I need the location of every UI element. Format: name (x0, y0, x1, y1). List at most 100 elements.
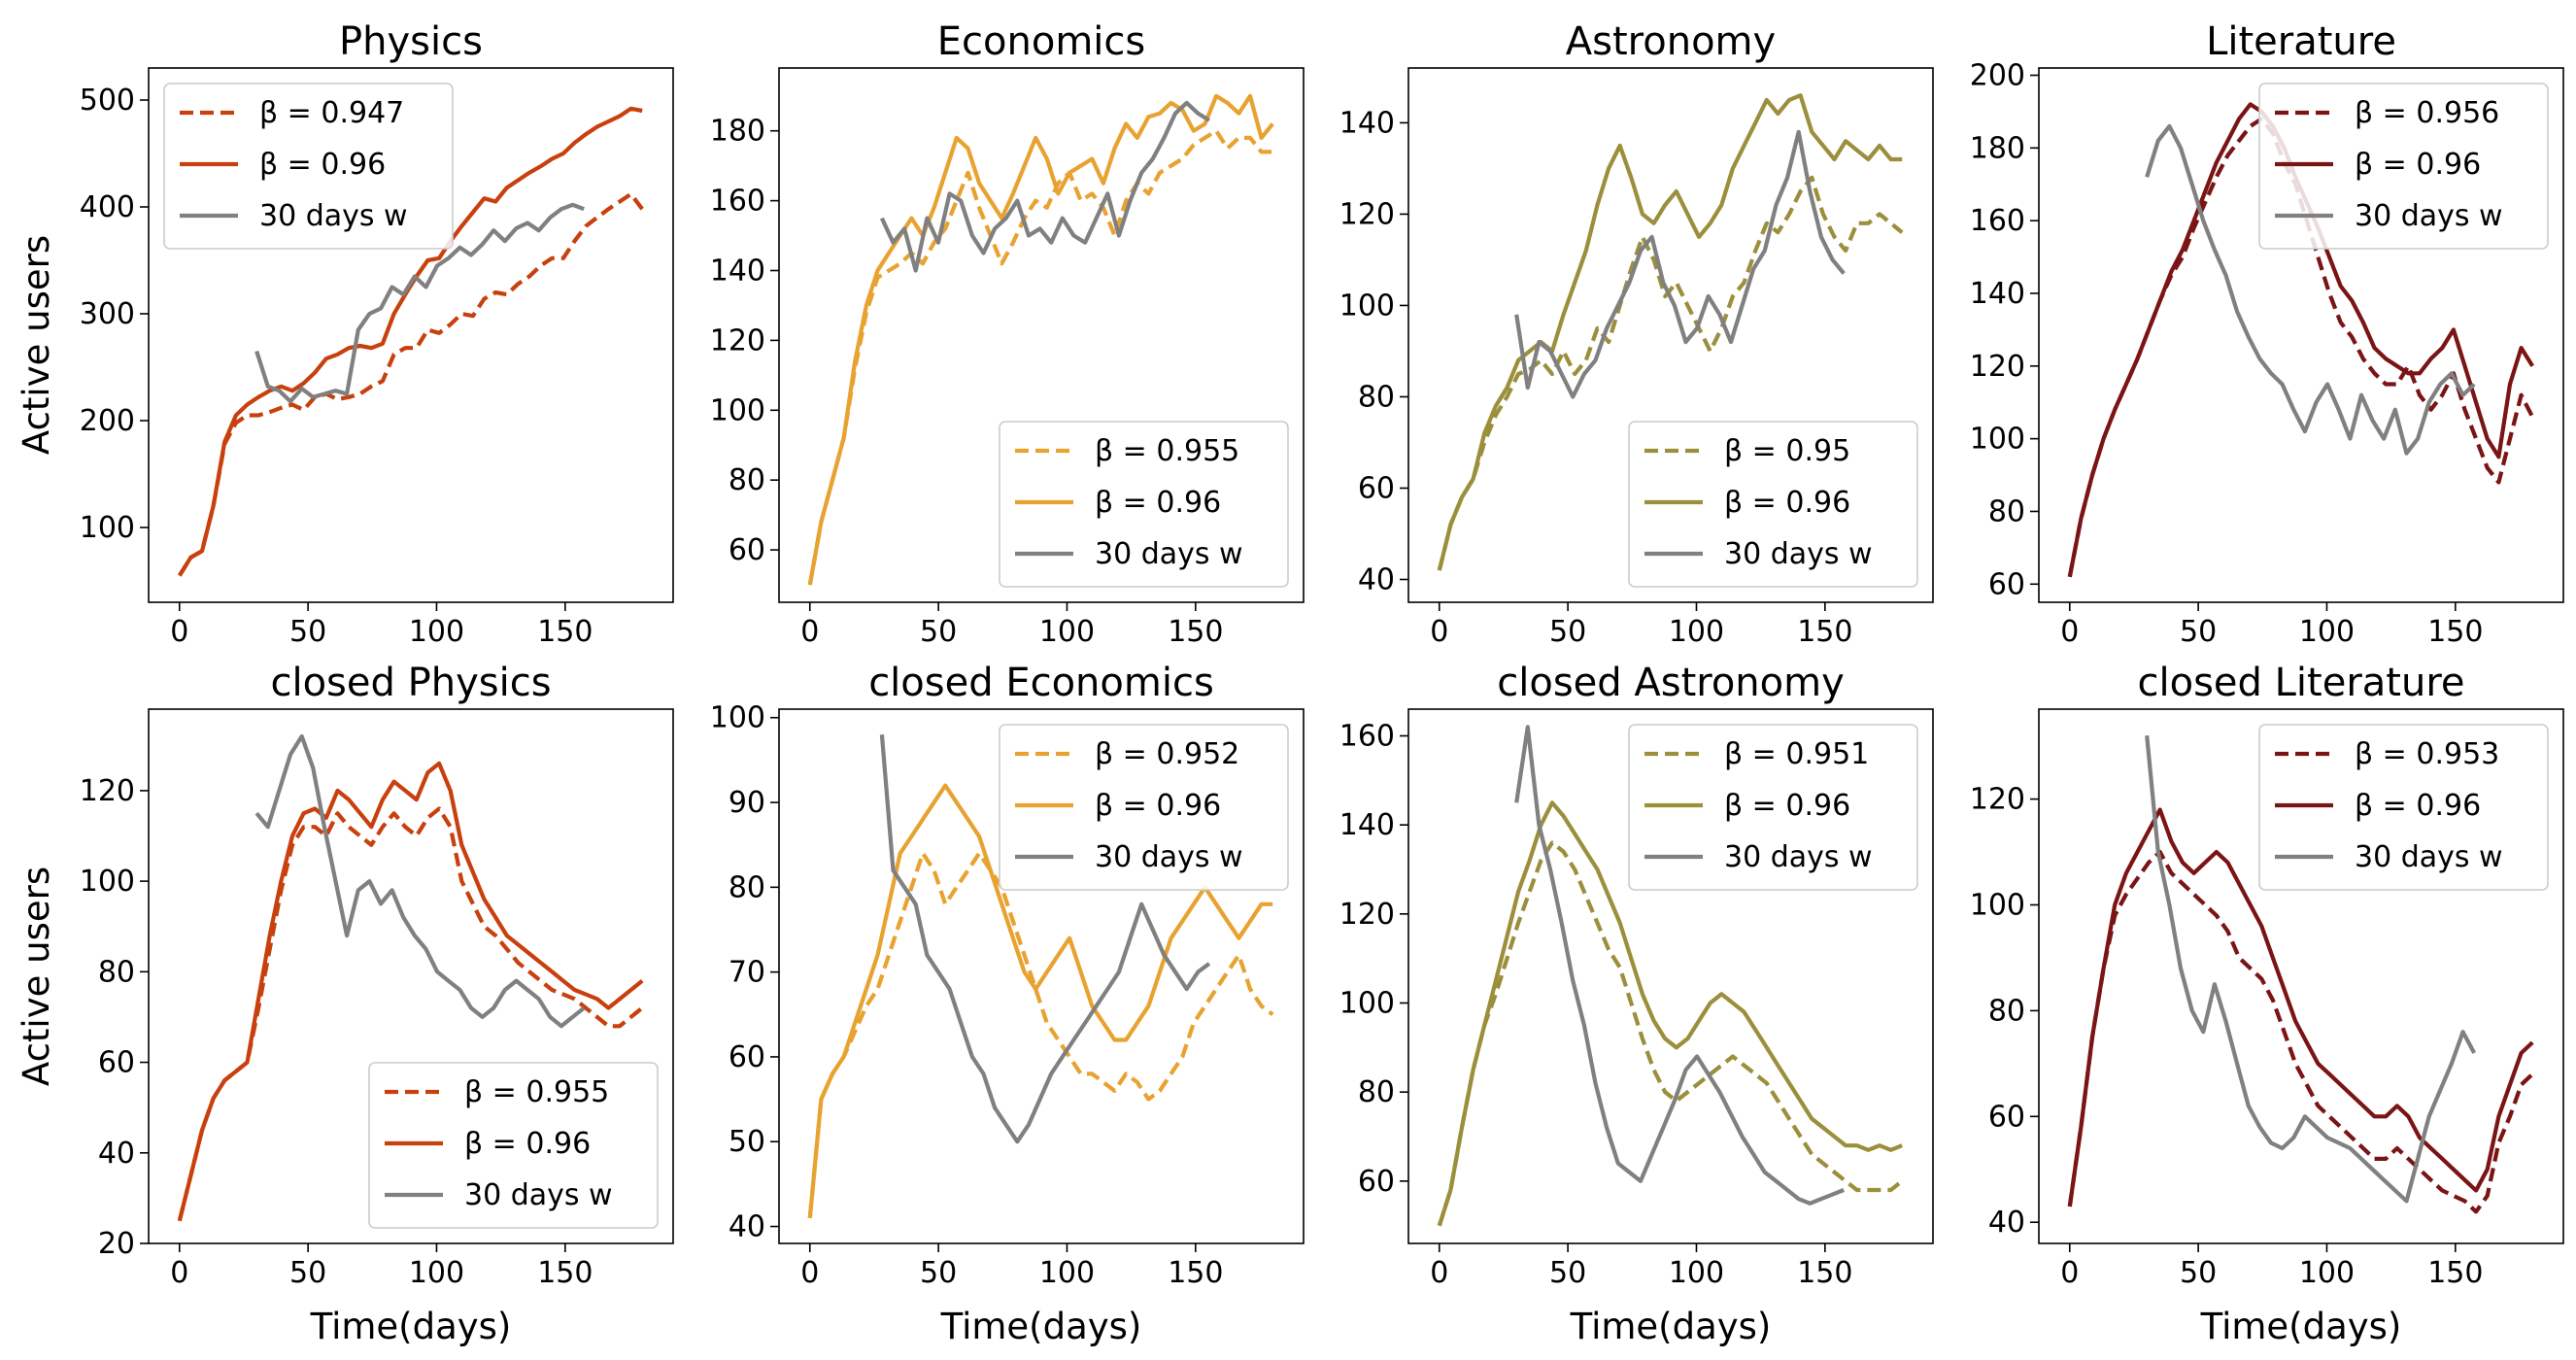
legend-label: β = 0.96 (259, 148, 386, 182)
x-tick-label: 100 (1669, 1256, 1724, 1290)
panel-literature: Literature 0 50 100 150 60 80 100 120 140 160 180 20… (1970, 19, 2564, 649)
y-tick-label: 80 (729, 870, 765, 904)
panel-title: Astronomy (1566, 19, 1776, 64)
panel-title: closed Astronomy (1497, 661, 1845, 705)
x-tick-label: 50 (920, 1256, 957, 1290)
legend-label: 30 days w (2355, 199, 2503, 233)
x-tick-label: 150 (1168, 615, 1223, 649)
legend-label: 30 days w (1095, 537, 1243, 571)
legend-label: β = 0.952 (1095, 737, 1239, 771)
legend-label: β = 0.956 (2355, 96, 2499, 130)
y-tick-label: 120 (1970, 783, 2025, 817)
x-tick-label: 100 (409, 1256, 464, 1290)
legend: β = 0.953 β = 0.96 30 days w (2258, 724, 2549, 891)
x-tick-label: 50 (289, 1256, 326, 1290)
plot-area (807, 93, 1274, 586)
legend-label: β = 0.953 (2355, 737, 2499, 771)
series-line-window (879, 734, 1211, 1144)
legend: β = 0.952 β = 0.96 30 days w (999, 724, 1289, 891)
panel-title: Economics (937, 19, 1145, 64)
y-tick-label: 100 (1970, 888, 2025, 922)
y-tick-label: 120 (1339, 898, 1395, 932)
legend-label: 30 days w (1095, 840, 1243, 874)
series-line-solid-0-96 (177, 761, 644, 1222)
axes-frame (1407, 67, 1934, 603)
x-tick-label: 150 (537, 1256, 593, 1290)
x-tick-label: 150 (1168, 1256, 1223, 1290)
series-line-dashed-0-951 (1437, 840, 1904, 1227)
panel-title: Literature (2206, 19, 2396, 64)
x-axis-label: Time(days) (310, 1306, 512, 1347)
y-tick-label: 80 (1988, 494, 2025, 528)
legend-label: β = 0.96 (1724, 486, 1850, 520)
y-tick-label: 180 (1970, 131, 2025, 165)
plot-area (1437, 93, 1904, 571)
y-tick-label: 140 (1339, 808, 1395, 842)
legend-box (999, 421, 1289, 588)
x-tick-label: 50 (289, 615, 326, 649)
series-line-window (2145, 123, 2476, 456)
legend-label: 30 days w (1724, 537, 1873, 571)
y-tick-label: 60 (729, 1040, 765, 1074)
x-tick-label: 0 (800, 1256, 819, 1290)
y-tick-label: 40 (1358, 562, 1395, 596)
legend-label: β = 0.955 (1095, 434, 1239, 468)
legend: β = 0.95 β = 0.96 30 days w (1628, 421, 1918, 588)
y-tick-label: 80 (729, 463, 765, 497)
series-line-window (1514, 725, 1845, 1206)
y-tick-label: 90 (729, 786, 765, 820)
y-tick-label: 400 (80, 190, 135, 224)
axes-frame (778, 708, 1305, 1244)
y-tick-label: 80 (1358, 1075, 1395, 1109)
y-tick-label: 80 (1358, 380, 1395, 414)
series-line-window (879, 100, 1211, 273)
x-tick-label: 50 (1549, 1256, 1586, 1290)
legend-label: β = 0.955 (464, 1075, 609, 1109)
y-tick-label: 160 (1970, 204, 2025, 238)
legend-label: β = 0.947 (259, 96, 404, 130)
series-line-window (1514, 129, 1846, 399)
y-tick-label: 100 (80, 865, 135, 899)
x-tick-label: 100 (409, 615, 464, 649)
legend-label: β = 0.96 (464, 1127, 591, 1161)
legend: β = 0.955 β = 0.96 30 days w (999, 421, 1289, 588)
x-tick-label: 0 (800, 615, 819, 649)
plot-area (178, 106, 644, 577)
x-tick-label: 50 (2180, 1256, 2217, 1290)
y-tick-label: 50 (729, 1125, 765, 1159)
series-line-dashed-0-953 (2067, 849, 2534, 1214)
series-line-dashed-0-955 (177, 806, 644, 1222)
series-line-solid-0-96 (807, 93, 1274, 586)
x-tick-label: 50 (2180, 615, 2217, 649)
y-tick-label: 200 (1970, 58, 2025, 92)
legend-box (2258, 724, 2549, 891)
series-line-solid-0-96 (1437, 800, 1903, 1227)
y-tick-label: 200 (80, 404, 135, 438)
x-axis-label: Time(days) (1570, 1306, 1772, 1347)
axes-frame (148, 708, 674, 1244)
x-tick-label: 100 (2299, 615, 2355, 649)
x-tick-label: 150 (1797, 615, 1852, 649)
panel-astronomy: Astronomy 0 50 100 150 40 60 80 100 120 140 β = 0.9… (1339, 19, 1934, 649)
y-tick-label: 60 (1358, 471, 1395, 505)
y-tick-label: 140 (1970, 277, 2025, 311)
x-tick-label: 100 (1039, 615, 1095, 649)
series-line-dashed-0-952 (807, 851, 1274, 1218)
y-tick-label: 500 (80, 84, 135, 118)
series-line-solid-0-96 (2067, 807, 2534, 1207)
x-axis-label: Time(days) (940, 1306, 1142, 1347)
panel-closed-physics: closed Physics 0 50 100 150 20 40 60 80 100 120 Tim… (80, 661, 674, 1347)
y-tick-label: 100 (710, 701, 765, 735)
y-tick-label: 60 (1988, 1100, 2025, 1134)
legend-label: β = 0.96 (2355, 789, 2481, 823)
axes-frame (2038, 708, 2564, 1244)
axes-frame (1407, 708, 1934, 1244)
legend-label: β = 0.95 (1724, 434, 1850, 468)
y-tick-label: 40 (1988, 1206, 2025, 1240)
legend-label: 30 days w (259, 199, 408, 233)
x-tick-label: 50 (920, 615, 957, 649)
x-tick-label: 0 (170, 1256, 188, 1290)
y-tick-label: 120 (1970, 350, 2025, 384)
y-tick-label: 40 (98, 1137, 135, 1171)
